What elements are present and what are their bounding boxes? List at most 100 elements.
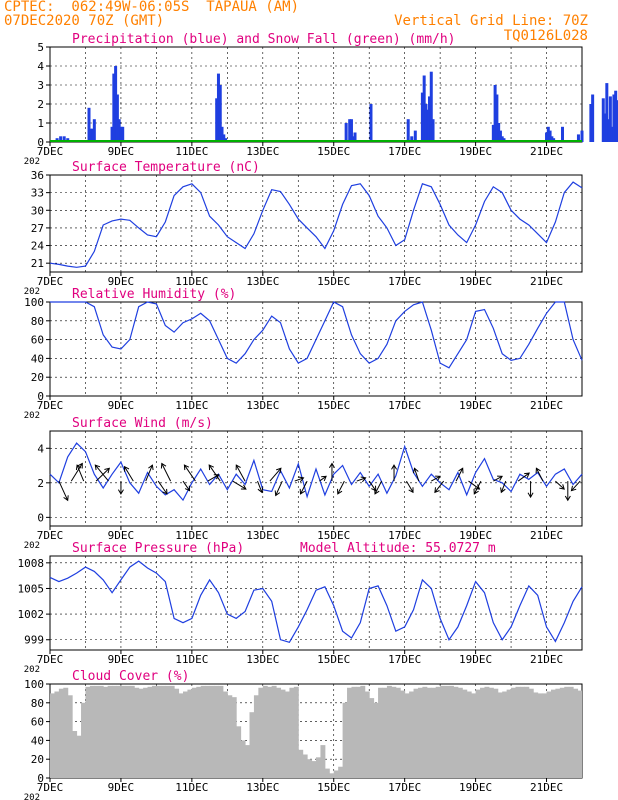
- precip-bar: [220, 126, 224, 142]
- pressure-xtick-label: 7DEC: [37, 653, 64, 666]
- cloud-bar: [94, 685, 100, 778]
- cloud-bar: [546, 691, 552, 778]
- precip-bar: [351, 136, 355, 142]
- precip-bar: [406, 119, 410, 142]
- wind-arrow-head: [497, 475, 503, 481]
- cloud-bar: [568, 686, 574, 778]
- cloud-xtick-label: 13DEC: [246, 781, 279, 794]
- cloud-bar: [515, 686, 521, 778]
- cloud-ytick-label: 100: [24, 678, 44, 691]
- cloud-bar: [293, 686, 299, 778]
- wind-arrow: [434, 480, 445, 493]
- precip-bar: [353, 132, 357, 142]
- cloud-xtick-label: 7DEC: [37, 781, 64, 794]
- humidity-year-label: 202: [24, 411, 40, 421]
- cloud-bar: [50, 693, 55, 778]
- humidity-ytick-label: 80: [31, 315, 44, 328]
- cloud-xtick-label: 9DEC: [108, 781, 135, 794]
- wind-arrow-head: [240, 484, 247, 490]
- wind-arrow-head: [208, 464, 215, 471]
- cloud-bar: [528, 688, 534, 778]
- precip-xtick-label: 19DEC: [459, 145, 492, 158]
- cloud-bar: [573, 688, 579, 778]
- wind-arrow: [500, 480, 507, 493]
- wind-arrow: [145, 464, 153, 482]
- cloud-bar: [249, 712, 255, 778]
- cloud-bar: [386, 685, 392, 778]
- cloud-bar: [355, 686, 361, 778]
- temperature-ytick-label: 24: [31, 240, 45, 253]
- cloud-bar: [400, 690, 406, 778]
- precip-bar: [576, 134, 580, 142]
- header-grid-note: Vertical Grid Line: 70Z: [394, 13, 588, 29]
- temperature-xtick-label: 7DEC: [37, 275, 64, 288]
- wind-arrow: [76, 464, 85, 482]
- cloud-bar: [205, 685, 211, 778]
- cloud-bar: [218, 685, 224, 778]
- wind-arrow: [294, 477, 304, 482]
- humidity-xtick-label: 19DEC: [459, 399, 492, 412]
- temperature-xtick-label: 9DEC: [108, 275, 135, 288]
- cloud-bar: [471, 693, 477, 778]
- wind-arrow: [431, 475, 441, 482]
- cloud-bar: [258, 687, 264, 778]
- humidity-frame: [49, 301, 583, 397]
- pressure-xtick-label: 15DEC: [317, 653, 350, 666]
- precip-bar: [426, 109, 430, 142]
- cloud-bar: [227, 695, 233, 778]
- cloud-bar: [391, 686, 397, 778]
- precip-bar: [612, 94, 616, 142]
- cloud-bar: [395, 687, 401, 778]
- cloud-xtick-label: 11DEC: [175, 781, 208, 794]
- humidity-ytick-label: 60: [31, 334, 44, 347]
- cloud-bar: [174, 688, 180, 778]
- cloud-bar: [302, 754, 308, 778]
- precip-year-label: 202: [24, 157, 40, 167]
- precip-bar: [89, 128, 93, 142]
- cloud-bar: [484, 686, 490, 778]
- wind-arrow-head: [117, 489, 124, 495]
- precip-bar: [545, 132, 549, 142]
- wind-arrow: [493, 475, 503, 482]
- cloud-bar: [320, 745, 326, 778]
- humidity-line: [50, 301, 583, 369]
- cloud-bar: [431, 687, 437, 778]
- cloud-bar: [378, 687, 383, 778]
- cloud-bar: [214, 685, 219, 778]
- cloud-bar: [502, 691, 508, 778]
- precip-bar: [610, 126, 614, 142]
- precip-bar: [605, 83, 609, 142]
- cloud-bar: [506, 689, 512, 778]
- wind-arrow: [517, 472, 530, 482]
- precip-bar: [550, 136, 554, 142]
- precip-bar: [59, 136, 63, 142]
- precip-bar: [112, 73, 116, 142]
- cloud-title: Cloud Cover (%): [72, 669, 189, 684]
- wind-arrow-head: [274, 490, 281, 497]
- wind-frame: [49, 430, 583, 527]
- wind-arrow-head: [337, 488, 343, 495]
- precip-bar: [91, 128, 95, 142]
- wind-arrow: [70, 463, 83, 482]
- cloud-bar: [112, 685, 117, 778]
- precip-bar: [121, 126, 125, 142]
- precip-bar: [429, 71, 433, 142]
- cloud-ytick-label: 80: [31, 697, 44, 710]
- wind-arrow-head: [435, 475, 441, 481]
- header-model-code: TQ0126L028: [503, 28, 588, 44]
- wind-arrow-head: [570, 485, 577, 492]
- cloud-bar: [72, 731, 78, 778]
- humidity-xtick-label: 17DEC: [388, 399, 421, 412]
- wind-arrow-head: [75, 464, 82, 471]
- cloud-bar: [222, 691, 228, 778]
- cloud-bar: [284, 691, 290, 778]
- cloud-bar: [524, 686, 530, 778]
- cloud-bar: [373, 702, 379, 778]
- wind-arrow: [319, 475, 327, 482]
- wind-arrow-head: [298, 476, 305, 483]
- precip-bar: [589, 104, 593, 142]
- cloud-bar: [537, 693, 543, 778]
- cloud-bar: [125, 685, 131, 778]
- wind-xtick-label: 15DEC: [317, 529, 350, 542]
- cloud-bar: [183, 691, 188, 778]
